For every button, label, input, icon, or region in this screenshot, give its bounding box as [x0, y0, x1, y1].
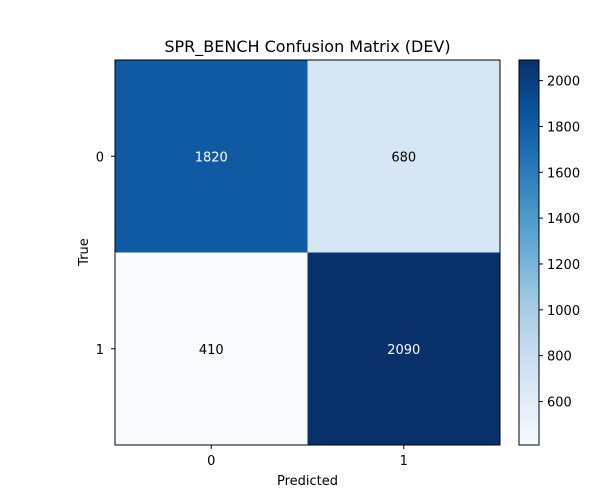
cell-value-label-0-1: 680 — [391, 150, 416, 165]
heatmap-cell-0-1 — [307, 60, 500, 253]
colorbar-tick-label-2: 1000 — [547, 304, 580, 319]
x-tick-label-1: 1 — [400, 454, 408, 469]
heatmap-cells — [115, 60, 500, 445]
cell-value-label-0-0: 1820 — [195, 150, 228, 165]
chart-title: SPR_BENCH Confusion Matrix (DEV) — [164, 37, 450, 57]
colorbar — [518, 59, 540, 446]
heatmap-cell-1-1 — [307, 252, 500, 445]
y-axis-label: True — [77, 238, 92, 267]
x-tick-label-0: 0 — [207, 454, 215, 469]
y-tick-label-1: 1 — [96, 343, 104, 358]
heatmap-value-labels: 1820 680 410 2090 — [195, 150, 421, 358]
cell-value-label-1-0: 410 — [199, 343, 224, 358]
colorbar-tick-label-5: 1600 — [547, 166, 580, 181]
heatmap-cell-0-0 — [115, 60, 308, 253]
cell-value-label-1-1: 2090 — [387, 343, 420, 358]
colorbar-tick-label-7: 2000 — [547, 75, 580, 90]
colorbar-tick-label-6: 1800 — [547, 120, 580, 135]
colorbar-tick-label-0: 600 — [547, 395, 572, 410]
y-tick-label-0: 0 — [96, 150, 104, 165]
heatmap-cell-1-0 — [115, 252, 308, 445]
y-axis-ticks: 01 — [96, 150, 115, 358]
colorbar-tick-label-4: 1400 — [547, 212, 580, 227]
colorbar-tick-label-3: 1200 — [547, 258, 580, 273]
colorbar-tick-label-1: 800 — [547, 350, 572, 365]
plot-frame — [114, 59, 501, 446]
x-axis-label: Predicted — [277, 474, 338, 489]
colorbar-ticks: 600 800 1000 1200 1400 1600 1800 2000 — [539, 75, 580, 410]
